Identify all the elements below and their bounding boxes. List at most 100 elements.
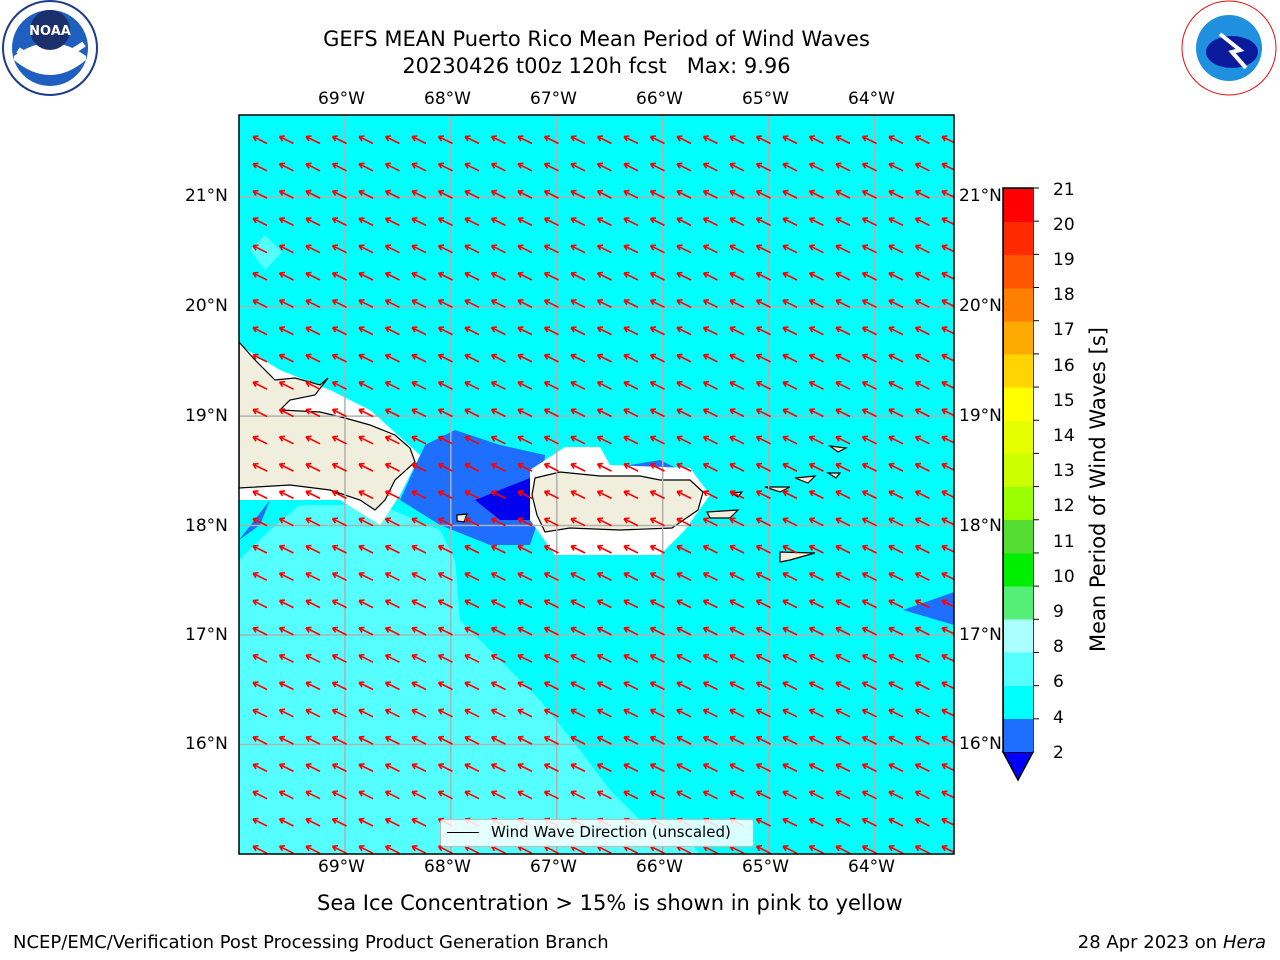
wind-wave-arrow [331,626,347,636]
legend-label: Wind Wave Direction (unscaled) [491,823,731,841]
wind-wave-arrow [278,271,294,281]
wind-wave-arrow [702,299,718,309]
wind-wave-arrow [464,763,480,773]
wind-wave-arrow [835,517,851,527]
wind-wave-arrow [623,299,639,309]
colorbar-tick: 16 [1053,356,1075,376]
wind-wave-arrow [570,708,586,718]
colorbar-tick: 17 [1053,320,1075,340]
wind-wave-arrow [331,599,347,609]
wind-wave-arrow [464,271,480,281]
wind-wave-arrow [861,845,877,854]
wind-wave-arrow [384,462,400,472]
wind-wave-arrow [464,244,480,254]
wind-wave-arrow [252,326,268,336]
wind-wave-arrow [305,217,321,227]
wind-wave-arrow [755,490,771,500]
wind-wave-arrow [570,462,586,472]
wind-wave-arrow [490,189,506,199]
wind-wave-arrow [278,462,294,472]
wind-wave-arrow [623,435,639,445]
wind-wave-arrow [331,244,347,254]
wind-wave-arrow [861,408,877,418]
wind-wave-arrow [358,681,374,691]
wind-wave-arrow [490,299,506,309]
wind-wave-arrow [358,299,374,309]
wind-wave-arrow [278,162,294,172]
wind-wave-arrow [517,435,533,445]
wind-wave-arrow [411,271,427,281]
wind-wave-arrow [331,135,347,145]
wind-wave-arrow [517,572,533,582]
wind-wave-arrow [543,271,559,281]
wind-wave-arrow [914,380,930,390]
wind-wave-arrow [517,380,533,390]
wind-wave-arrow [517,490,533,500]
colorbar-tick: 15 [1053,391,1075,411]
wind-wave-arrow [570,572,586,582]
noaa-logo: NOAA [2,0,98,96]
wind-wave-arrow [782,408,798,418]
wind-wave-arrow [808,189,824,199]
wind-wave-arrow [888,408,904,418]
wind-wave-arrow [729,599,745,609]
wind-wave-arrow [331,735,347,745]
wind-wave-arrow [411,626,427,636]
wind-wave-arrow [649,653,665,663]
wind-wave-arrow [649,490,665,500]
wind-wave-arrow [384,735,400,745]
wind-wave-arrow [861,735,877,745]
wind-wave-arrow [358,517,374,527]
wind-wave-arrow [490,517,506,527]
wind-wave-arrow [835,490,851,500]
ocean-dark-region [475,478,532,520]
wind-wave-arrow [517,735,533,745]
wind-wave-arrow [914,326,930,336]
wind-wave-arrow [384,380,400,390]
wind-wave-arrow [623,189,639,199]
wind-wave-arrow [490,217,506,227]
wind-wave-arrow [570,244,586,254]
wind-wave-arrow [755,353,771,363]
wind-wave-arrow [437,681,453,691]
wind-wave-arrow [464,435,480,445]
wind-wave-arrow [331,517,347,527]
wind-wave-arrow [517,299,533,309]
wind-wave-arrow [623,653,639,663]
wind-wave-arrow [331,845,347,854]
wind-wave-arrow [570,490,586,500]
wind-wave-arrow [861,326,877,336]
wind-wave-arrow [305,817,321,827]
wind-wave-arrow [331,408,347,418]
wind-wave-arrow [702,626,718,636]
wind-wave-arrow [808,271,824,281]
wind-wave-arrow [755,517,771,527]
wind-wave-arrow [278,572,294,582]
wind-wave-arrow [782,271,798,281]
wind-wave-arrow [384,135,400,145]
wind-wave-arrow [835,217,851,227]
wind-wave-arrow [570,599,586,609]
wind-wave-arrow [835,599,851,609]
wind-wave-arrow [888,435,904,445]
wind-wave-arrow [517,790,533,800]
wind-wave-arrow [755,681,771,691]
wind-wave-arrow [914,244,930,254]
wind-wave-arrow [252,681,268,691]
wind-wave-arrow [543,353,559,363]
wind-wave-arrow [755,271,771,281]
wind-wave-arrow [517,599,533,609]
wind-wave-arrow [729,135,745,145]
wind-wave-arrow [861,271,877,281]
wind-wave-arrow [278,599,294,609]
wind-wave-arrow [835,271,851,281]
wind-wave-arrow [464,626,480,636]
wind-wave-arrow [252,299,268,309]
wind-wave-arrow [517,135,533,145]
wind-wave-arrow [411,162,427,172]
wind-wave-arrow [596,517,612,527]
wind-wave-arrow [437,599,453,609]
ocean-blue-region-east [903,592,954,625]
wind-wave-arrow [305,462,321,472]
